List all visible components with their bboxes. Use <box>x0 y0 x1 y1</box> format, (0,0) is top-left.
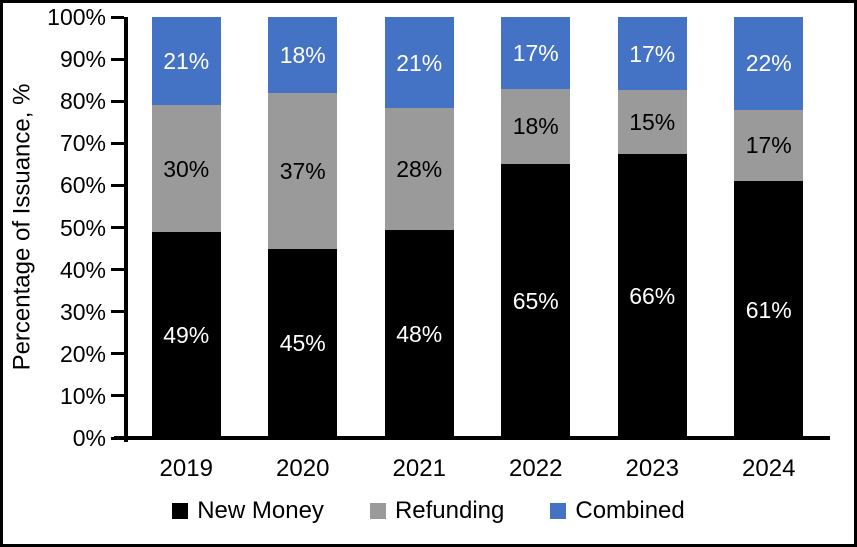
data-label: 65% <box>512 288 559 315</box>
bar-segment-combined-2020: 18% <box>268 17 338 93</box>
bar-segment-new-money-2023: 66% <box>617 154 687 438</box>
bar-segment-new-money-2024: 61% <box>734 181 804 438</box>
legend: New Money Refunding Combined <box>3 494 854 528</box>
x-tick-label: 2019 <box>159 455 213 482</box>
data-label: 28% <box>396 155 443 182</box>
data-label: 15% <box>629 109 676 136</box>
data-label: 37% <box>279 157 326 184</box>
data-label: 17% <box>745 132 792 159</box>
legend-label: New Money <box>197 497 324 524</box>
bar-segment-combined-2019: 21% <box>151 17 221 106</box>
x-tick-label: 2023 <box>625 455 679 482</box>
data-label: 66% <box>629 283 676 310</box>
legend-item-refunding: Refunding <box>369 497 505 525</box>
data-label: 18% <box>279 41 326 68</box>
bar-segment-refunding-2022: 18% <box>501 88 571 165</box>
data-label: 22% <box>745 50 792 77</box>
x-tick-label: 2020 <box>276 455 330 482</box>
y-tick-mark <box>111 57 124 61</box>
y-tick-mark <box>111 268 124 272</box>
bar-segment-new-money-2021: 48% <box>384 229 454 438</box>
legend-label: Combined <box>575 497 685 524</box>
legend-marker-icon <box>369 503 386 519</box>
y-tick-label: 80% <box>59 88 106 115</box>
bar-segment-refunding-2021: 28% <box>384 108 454 230</box>
y-axis-line <box>124 17 128 442</box>
y-tick-label: 90% <box>59 46 106 73</box>
bar-segment-new-money-2020: 45% <box>268 248 338 438</box>
data-label: 48% <box>396 320 443 347</box>
legend-item-new-money: New Money <box>172 497 324 525</box>
bar-segment-combined-2023: 17% <box>617 17 687 91</box>
bar-segment-combined-2021: 21% <box>384 17 454 109</box>
y-tick-mark <box>111 310 124 314</box>
y-tick-label: 40% <box>59 256 106 283</box>
y-tick-mark <box>111 183 124 187</box>
data-label: 21% <box>396 49 443 76</box>
x-axis-line <box>114 436 830 440</box>
bar-segment-refunding-2020: 37% <box>268 92 338 249</box>
y-tick-label: 60% <box>59 172 106 199</box>
bar-segment-refunding-2019: 30% <box>151 105 221 232</box>
legend-marker-icon <box>550 503 567 519</box>
y-tick-label: 70% <box>59 130 106 157</box>
bar-segment-combined-2024: 22% <box>734 17 804 110</box>
data-label: 18% <box>512 113 559 140</box>
y-tick-mark <box>111 352 124 356</box>
data-label: 21% <box>163 48 210 75</box>
data-label: 45% <box>279 330 326 357</box>
bar-segment-refunding-2024: 17% <box>734 109 804 182</box>
y-tick-label: 50% <box>59 214 106 241</box>
y-tick-mark <box>111 394 124 398</box>
y-tick-label: 100% <box>47 4 106 30</box>
y-tick-label: 10% <box>59 382 106 409</box>
data-label: 17% <box>629 40 676 67</box>
y-tick-mark <box>111 15 124 19</box>
y-tick-label: 30% <box>59 298 106 325</box>
y-tick-mark <box>111 141 124 145</box>
bar-segment-refunding-2023: 15% <box>617 90 687 155</box>
x-tick-label: 2024 <box>742 455 796 482</box>
x-tick-label: 2021 <box>392 455 446 482</box>
data-label: 49% <box>163 321 210 348</box>
x-tick-label: 2022 <box>509 455 563 482</box>
y-tick-mark <box>111 99 124 103</box>
bar-segment-new-money-2019: 49% <box>151 231 221 438</box>
legend-item-combined: Combined <box>550 497 685 525</box>
y-tick-label: 0% <box>72 425 106 451</box>
legend-label: Refunding <box>394 497 505 524</box>
y-tick-mark <box>111 226 124 229</box>
data-label: 17% <box>512 39 559 66</box>
data-label: 61% <box>745 296 792 323</box>
y-tick-label: 20% <box>59 340 106 367</box>
legend-marker-icon <box>172 503 189 519</box>
bar-segment-combined-2022: 17% <box>501 17 571 89</box>
bar-segment-new-money-2022: 65% <box>501 164 571 438</box>
data-label: 30% <box>163 155 210 182</box>
